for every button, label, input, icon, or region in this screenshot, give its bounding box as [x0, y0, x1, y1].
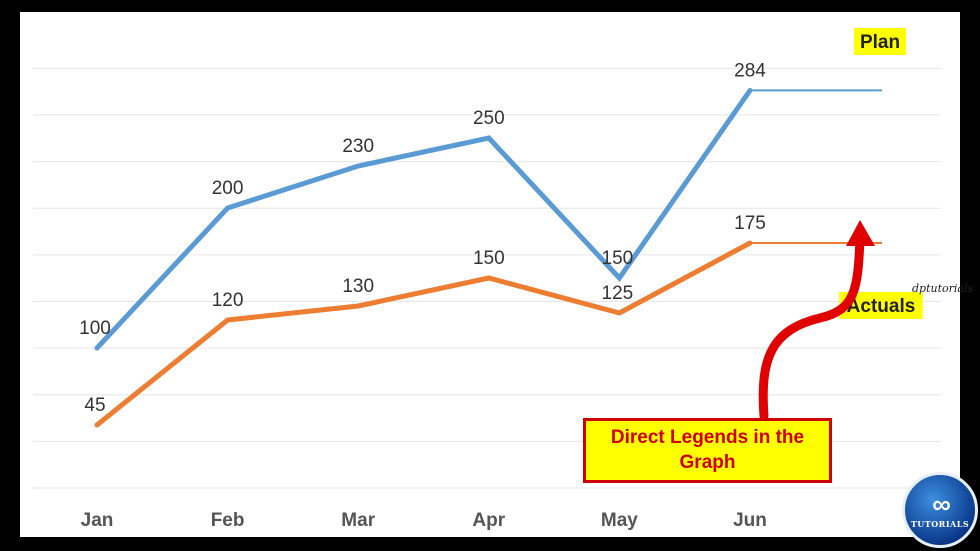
series-lines: [94, 87, 882, 428]
data-label: 150: [602, 248, 634, 269]
arrowhead-icon: [846, 220, 875, 246]
series-line-plan: [94, 87, 753, 351]
data-label: 230: [342, 136, 374, 157]
red-arrow-icon: [758, 233, 865, 421]
gridlines: [33, 67, 940, 489]
logo-icon: ∞: [932, 489, 950, 519]
data-labels: 100 200 230 250 150 284 45 120 130 150 125 175: [79, 60, 766, 416]
x-axis: Jan Feb Mar Apr May Jun: [81, 510, 767, 531]
series-line-actuals: [94, 240, 753, 428]
watermark: dptutorials: [912, 282, 974, 295]
data-label: 130: [342, 276, 374, 297]
data-label: 100: [79, 318, 111, 339]
data-label: 250: [473, 108, 505, 129]
data-label: 150: [473, 248, 505, 269]
data-label: 45: [84, 395, 105, 416]
legend-highlight: [854, 28, 906, 55]
data-label: 120: [212, 290, 244, 311]
data-label: 200: [212, 178, 244, 199]
x-tick-label: Feb: [211, 510, 245, 531]
data-label: 284: [734, 60, 766, 81]
direct-legends: Plan Actuals: [839, 28, 923, 319]
x-tick-label: Jan: [81, 510, 114, 531]
legend-label-plan: Plan: [860, 32, 900, 53]
callout-text: Direct Legends in the Graph: [610, 426, 805, 473]
callout-box: Direct Legends in the Graph: [583, 418, 832, 483]
logo-text: TUTORIALS: [910, 519, 970, 529]
data-label: 125: [602, 283, 634, 304]
tutorials-logo: ∞ TUTORIALS: [902, 472, 978, 548]
legend-label-actuals: Actuals: [847, 296, 916, 317]
x-tick-label: Mar: [341, 510, 375, 531]
x-tick-label: Apr: [472, 510, 505, 531]
x-tick-label: May: [601, 510, 638, 531]
x-tick-label: Jun: [733, 510, 767, 531]
data-label: 175: [734, 213, 766, 234]
